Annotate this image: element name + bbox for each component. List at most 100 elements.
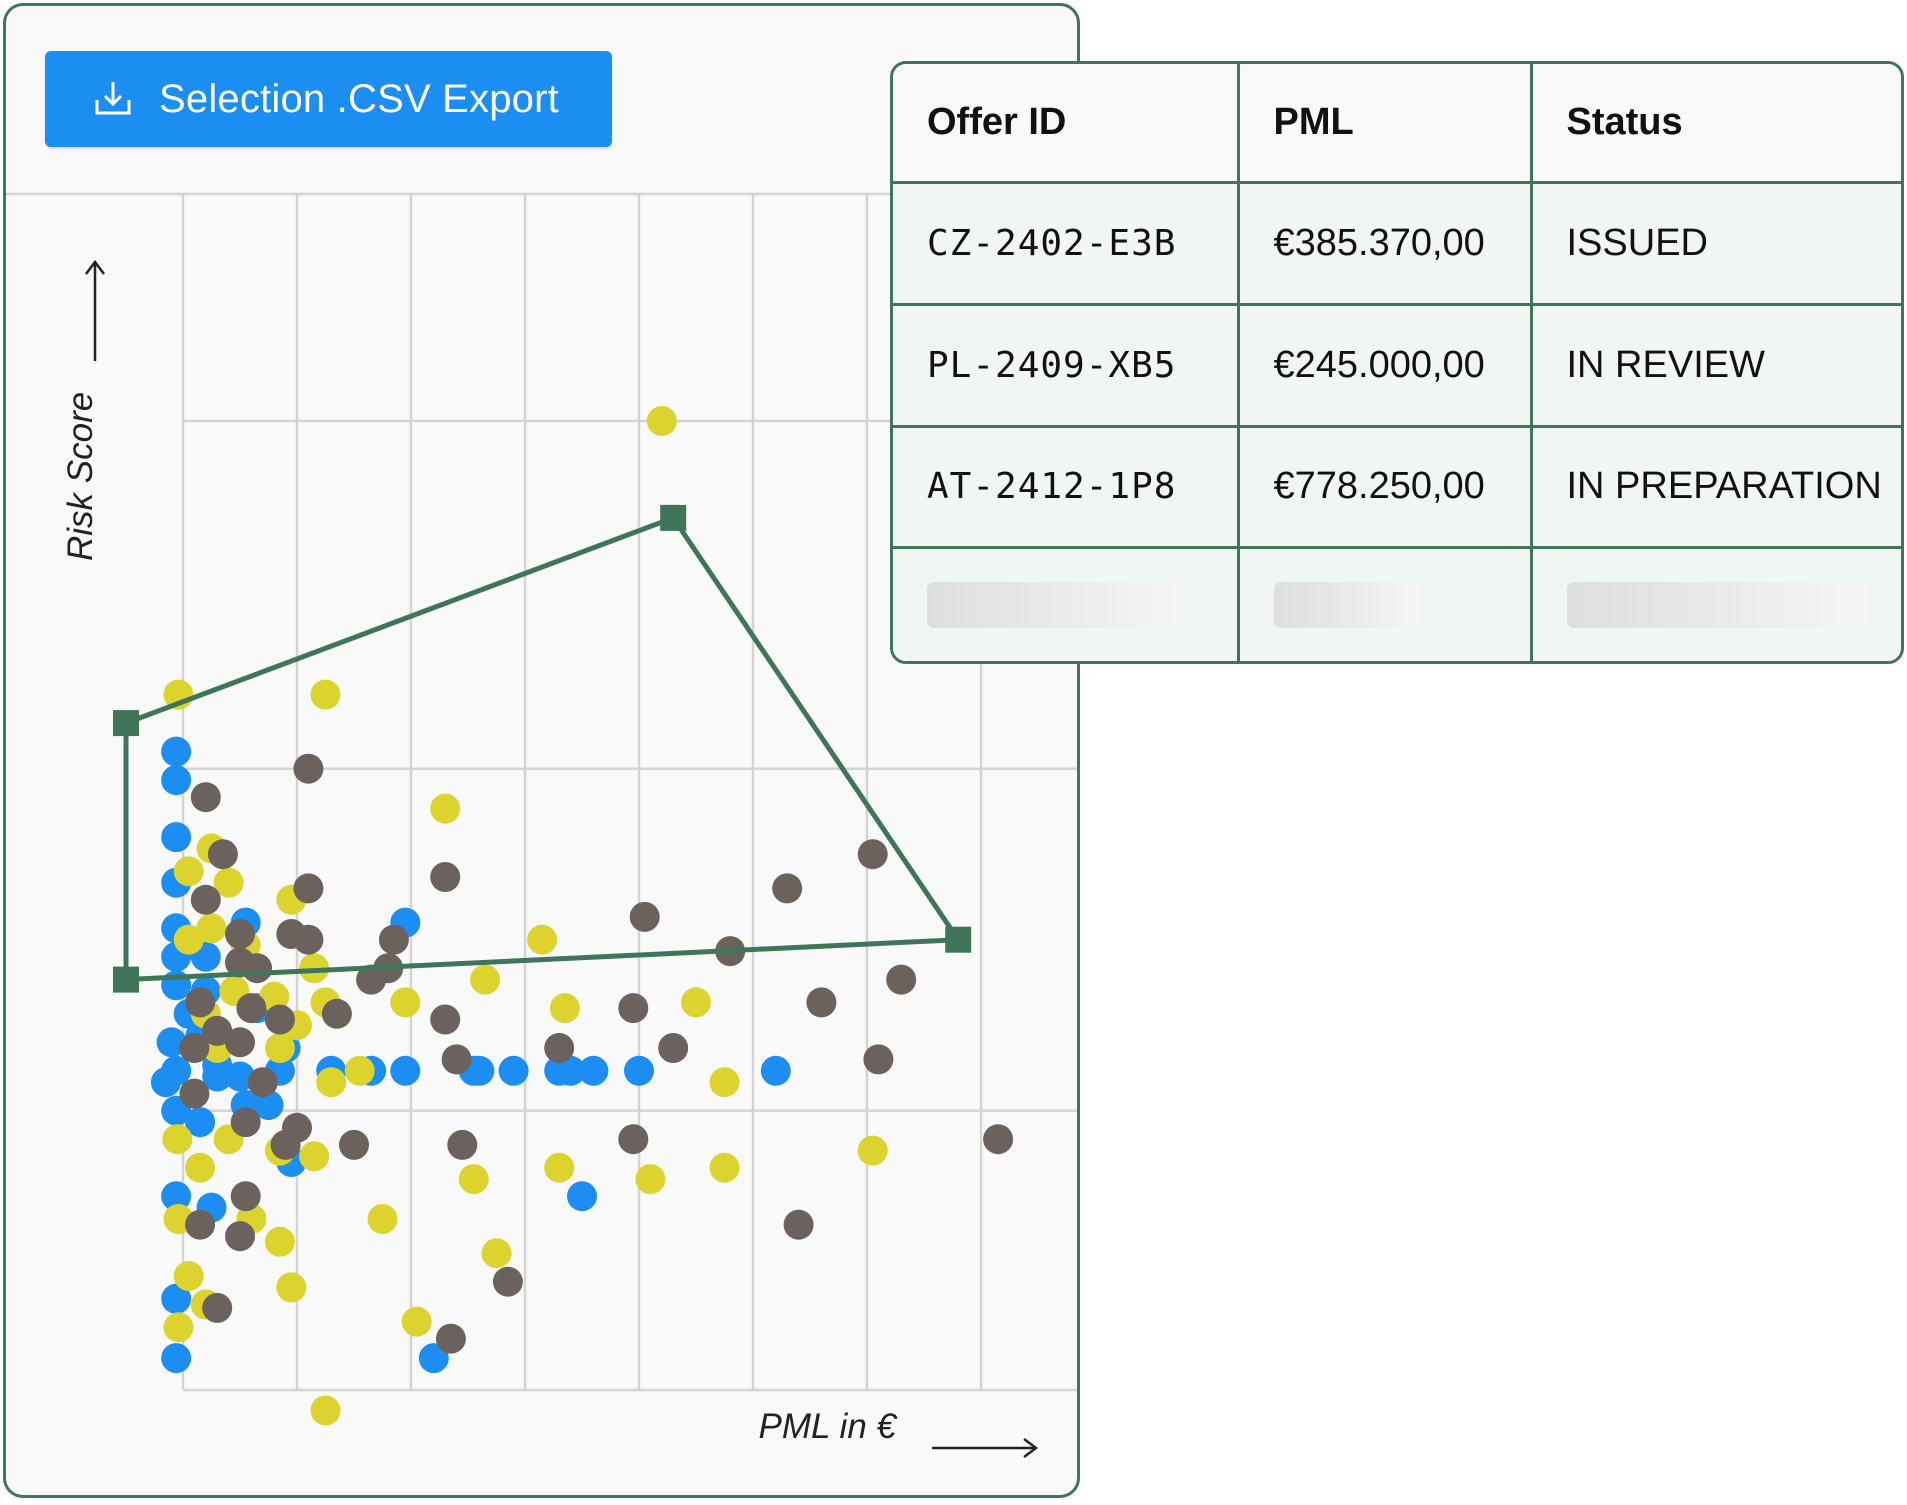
data-point-gray xyxy=(185,987,216,1018)
data-point-gray xyxy=(190,782,221,813)
data-point-gray xyxy=(356,964,387,995)
lasso-handle[interactable] xyxy=(660,504,687,531)
data-point-blue xyxy=(567,1181,597,1212)
data-point-blue xyxy=(185,1107,216,1138)
data-point-yellow xyxy=(276,1272,307,1303)
data-point-gray xyxy=(207,839,238,870)
skeleton-placeholder xyxy=(927,582,1177,629)
data-point-yellow xyxy=(544,1152,575,1183)
data-point-gray xyxy=(225,1221,255,1252)
lasso-handle[interactable] xyxy=(113,966,139,993)
data-point-blue xyxy=(498,1055,529,1086)
pml-cell: €245.000,00 xyxy=(1238,304,1533,428)
csv-export-button[interactable]: Selection .CSV Export xyxy=(45,51,612,147)
data-point-gray xyxy=(202,1292,233,1323)
data-point-gray xyxy=(772,873,803,904)
loading-cell xyxy=(1531,547,1901,661)
data-point-yellow xyxy=(163,1312,194,1343)
lasso-handle[interactable] xyxy=(113,710,139,737)
data-point-yellow xyxy=(458,1164,489,1195)
csv-export-label: Selection .CSV Export xyxy=(159,77,559,121)
data-point-blue xyxy=(161,736,192,767)
data-point-yellow xyxy=(344,1055,375,1086)
data-point-gray xyxy=(190,884,221,915)
status-cell: IN PREPARATION xyxy=(1531,426,1901,550)
data-point-yellow xyxy=(709,1152,740,1183)
data-point-yellow xyxy=(316,1067,347,1098)
data-point-yellow xyxy=(173,924,204,955)
data-point-yellow xyxy=(857,1135,888,1166)
data-point-yellow xyxy=(430,793,461,824)
data-point-gray xyxy=(247,1067,278,1098)
lasso-handle[interactable] xyxy=(945,926,972,953)
data-point-yellow xyxy=(185,1152,216,1183)
data-point-yellow xyxy=(213,867,244,898)
data-point-gray xyxy=(441,1044,472,1075)
data-point-gray xyxy=(230,1107,261,1138)
column-header-offer-id[interactable]: Offer ID xyxy=(893,64,1240,184)
loading-row xyxy=(893,547,1901,661)
data-point-blue xyxy=(161,822,192,853)
data-point-gray xyxy=(202,1015,233,1046)
data-point-gray xyxy=(378,924,409,955)
data-point-blue xyxy=(161,1343,192,1374)
data-point-gray xyxy=(863,1044,894,1075)
data-point-gray xyxy=(435,1323,466,1354)
data-point-gray xyxy=(236,993,267,1024)
selected-offers-table-panel: Offer ID PML Status CZ-2402-E3B €385.370… xyxy=(890,61,1904,664)
data-point-gray xyxy=(618,1124,649,1155)
data-point-yellow xyxy=(527,924,558,955)
data-point-yellow xyxy=(681,987,711,1018)
data-point-yellow xyxy=(481,1238,512,1269)
data-point-gray xyxy=(264,1004,295,1035)
download-icon xyxy=(95,82,131,115)
loading-cell xyxy=(1238,547,1533,661)
x-axis-arrow-icon xyxy=(932,1438,1039,1458)
data-point-yellow xyxy=(259,981,290,1012)
data-point-gray xyxy=(430,1004,461,1035)
data-point-blue xyxy=(555,1055,586,1086)
data-point-gray xyxy=(185,1209,216,1240)
data-point-gray xyxy=(321,998,352,1029)
skeleton-placeholder xyxy=(1273,582,1419,629)
data-point-blue xyxy=(418,1343,449,1374)
data-point-yellow xyxy=(299,1141,330,1172)
data-point-yellow xyxy=(310,679,341,710)
data-point-yellow xyxy=(162,1124,193,1155)
data-point-gray xyxy=(270,1129,301,1160)
data-point-yellow xyxy=(635,1164,666,1195)
data-point-blue xyxy=(253,1090,284,1120)
x-axis-label: PML in € xyxy=(759,1407,898,1446)
data-point-gray xyxy=(230,1181,261,1212)
y-axis-label: Risk Score xyxy=(61,392,100,561)
data-point-gray xyxy=(618,993,649,1024)
offer-id-cell: AT-2412-1P8 xyxy=(893,426,1240,550)
data-point-yellow xyxy=(173,856,204,887)
offers-table: Offer ID PML Status CZ-2402-E3B €385.370… xyxy=(893,64,1901,661)
data-point-gray xyxy=(886,964,917,995)
data-point-blue xyxy=(156,1027,187,1058)
table-header-row: Offer ID PML Status xyxy=(893,64,1901,184)
data-point-yellow xyxy=(367,1204,398,1234)
data-point-blue xyxy=(161,765,192,796)
loading-cell xyxy=(893,547,1240,661)
column-header-pml[interactable]: PML xyxy=(1238,64,1533,184)
table-row[interactable]: AT-2412-1P8 €778.250,00 IN PREPARATION xyxy=(893,426,1901,550)
data-point-yellow xyxy=(264,1033,295,1063)
data-point-yellow xyxy=(709,1067,740,1098)
data-point-gray xyxy=(544,1033,575,1063)
data-point-yellow xyxy=(646,406,677,436)
data-point-gray xyxy=(806,987,837,1018)
data-point-yellow xyxy=(196,913,227,944)
data-point-gray xyxy=(293,924,324,955)
data-point-blue xyxy=(150,1067,181,1098)
data-point-gray xyxy=(783,1209,814,1240)
status-cell: ISSUED xyxy=(1531,182,1901,306)
lasso-selection xyxy=(113,504,972,993)
data-point-gray xyxy=(225,919,255,949)
table-row[interactable]: PL-2409-XB5 €245.000,00 IN REVIEW xyxy=(893,304,1901,428)
data-point-gray xyxy=(179,1033,210,1063)
table-row[interactable]: CZ-2402-E3B €385.370,00 ISSUED xyxy=(893,182,1901,306)
data-point-gray xyxy=(430,862,461,892)
column-header-status[interactable]: Status xyxy=(1531,64,1901,184)
